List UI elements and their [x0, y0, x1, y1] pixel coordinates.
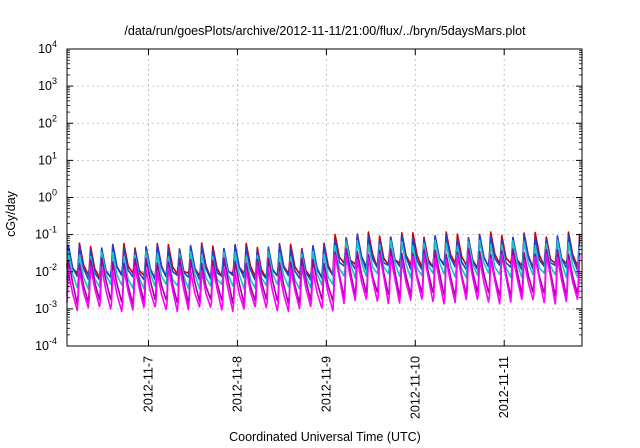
y-tick-base: 10: [38, 116, 52, 130]
y-tick-exponent: 2: [52, 113, 57, 123]
x-tick-label: 2012-11-9: [319, 356, 333, 412]
chart-title: /data/run/goesPlots/archive/2012-11-11/2…: [124, 24, 526, 38]
data-series: [66, 231, 581, 313]
y-tick-label: 100: [38, 188, 57, 205]
y-tick-exponent: -3: [49, 299, 57, 309]
y-tick-base: 10: [35, 228, 49, 242]
y-tick-exponent: -4: [49, 336, 57, 346]
x-tick-label: 2012-11-11: [497, 356, 511, 418]
y-tick-label: 10-2: [35, 262, 57, 279]
y-tick-label: 103: [38, 76, 57, 93]
y-tick-exponent: 3: [52, 76, 57, 86]
y-tick-base: 10: [38, 42, 52, 56]
y-tick-label: 10-4: [35, 336, 57, 353]
y-tick-base: 10: [38, 79, 52, 93]
y-tick-label: 10-3: [35, 299, 57, 316]
y-tick-label: 102: [38, 113, 57, 130]
y-tick-base: 10: [35, 265, 49, 279]
x-axis-label: Coordinated Universal Time (UTC): [229, 430, 421, 444]
y-tick-base: 10: [38, 153, 52, 167]
x-tick-label: 2012-11-10: [408, 356, 422, 419]
x-tick-label: 2012-11-8: [230, 356, 244, 412]
y-tick-exponent: -2: [49, 262, 57, 272]
grid: [67, 49, 582, 346]
y-tick-exponent: 1: [52, 150, 57, 160]
y-tick-base: 10: [35, 302, 49, 316]
y-tick-label: 10-1: [35, 225, 57, 242]
y-tick-base: 10: [35, 339, 49, 353]
y-tick-base: 10: [38, 191, 52, 205]
series-line: [66, 253, 581, 313]
y-tick-label: 104: [38, 39, 57, 56]
y-tick-exponent: 0: [52, 188, 57, 198]
y-axis-label: cGy/day: [4, 190, 18, 237]
y-tick-exponent: 4: [52, 39, 57, 49]
y-tick-exponent: -1: [49, 225, 57, 235]
x-axis: 2012-11-7 2012-11-8 2012-11-9 2012-11-10 201…: [142, 49, 511, 419]
y-tick-label: 101: [38, 150, 57, 167]
x-tick-label: 2012-11-7: [142, 356, 156, 412]
